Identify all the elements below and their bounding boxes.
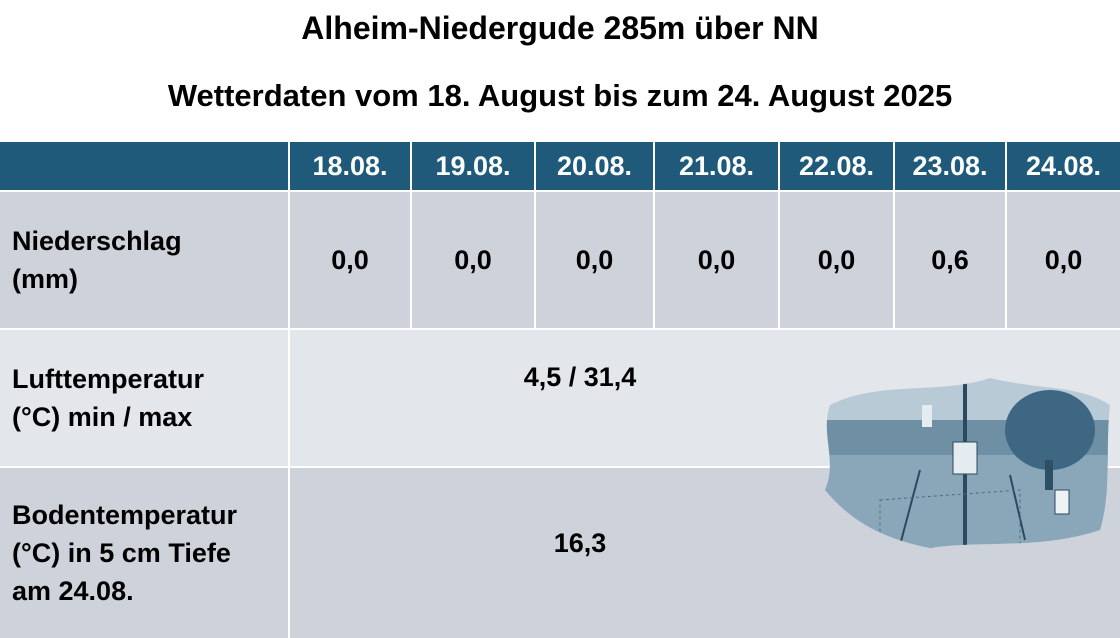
row-label-line: Lufttemperatur	[12, 364, 205, 394]
row-label-line: (mm)	[12, 264, 78, 294]
row-label: Niederschlag (mm)	[0, 190, 288, 328]
row-label: Bodentemperatur (°C) in 5 cm Tiefe am 24.0…	[0, 466, 288, 638]
column-header: 20.08.	[534, 142, 653, 190]
row-label-line: Bodentemperatur	[12, 500, 238, 530]
row-label-line: Niederschlag	[12, 226, 182, 256]
value-cell: 0,0	[653, 190, 778, 328]
row-label-line: am 24.08.	[12, 576, 134, 606]
value-cell: 0,0	[1005, 190, 1120, 328]
column-header: 19.08.	[410, 142, 534, 190]
row-label-line: (°C) min / max	[12, 402, 193, 432]
value-cell: 0,0	[534, 190, 653, 328]
value-cell: 0,0	[778, 190, 893, 328]
title: Alheim-Niedergude 285m über NN	[301, 10, 819, 46]
row-label-line: (°C) in 5 cm Tiefe	[12, 538, 231, 568]
row-label: Lufttemperatur (°C) min / max	[0, 328, 288, 466]
value-cell: 0,0	[288, 190, 410, 328]
subtitle: Wetterdaten vom 18. August bis zum 24. A…	[167, 78, 953, 113]
station-photo	[825, 378, 1110, 548]
column-header: 18.08.	[288, 142, 410, 190]
column-header: 24.08.	[1005, 142, 1120, 190]
header-corner	[0, 142, 288, 190]
column-header: 21.08.	[653, 142, 778, 190]
value-cell: 0,0	[410, 190, 534, 328]
column-header: 23.08.	[893, 142, 1005, 190]
value-cell: 0,6	[893, 190, 1005, 328]
column-header: 22.08.	[778, 142, 893, 190]
